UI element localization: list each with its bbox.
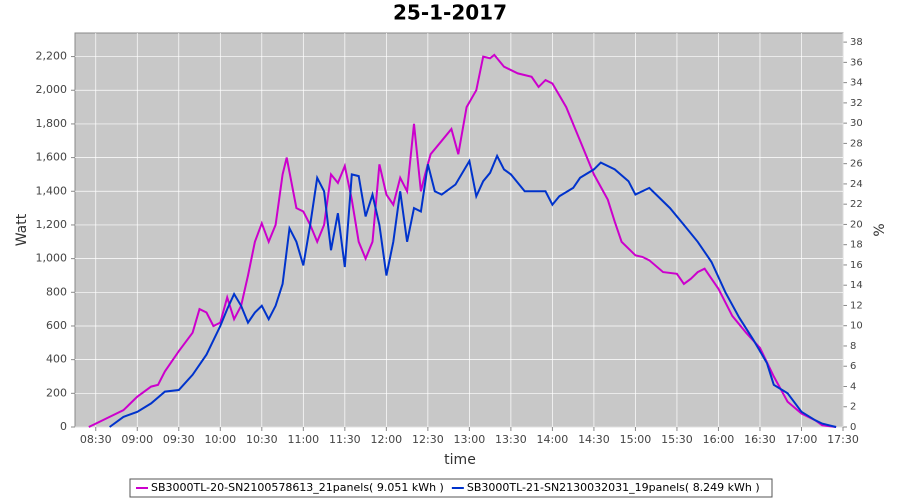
y2-tick-label: 36	[850, 57, 863, 68]
y2-tick-label: 14	[850, 280, 863, 291]
x-tick-label: 14:00	[537, 433, 569, 446]
y2-tick-label: 22	[850, 199, 863, 210]
y2-tick-label: 4	[850, 381, 856, 392]
y-tick-label: 0	[60, 420, 67, 433]
x-tick-label: 17:00	[786, 433, 818, 446]
y2-tick-label: 10	[850, 321, 863, 332]
x-tick-label: 16:00	[703, 433, 735, 446]
y2-tick-label: 26	[850, 159, 863, 170]
legend-label: SB3000TL-20-SN2100578613_21panels( 9.051…	[151, 481, 444, 494]
x-tick-label: 17:30	[827, 433, 859, 446]
y2-tick-label: 24	[850, 179, 863, 190]
x-tick-label: 12:00	[370, 433, 402, 446]
y-tick-label: 200	[46, 386, 67, 399]
x-tick-label: 14:30	[578, 433, 610, 446]
y2-tick-label: 12	[850, 300, 863, 311]
y-tick-label: 2,200	[36, 50, 68, 63]
x-tick-label: 11:30	[329, 433, 361, 446]
y2-tick-label: 20	[850, 219, 863, 230]
x-tick-label: 08:30	[80, 433, 112, 446]
x-tick-label: 11:00	[287, 433, 319, 446]
y2-axis-label: %	[872, 223, 888, 236]
x-tick-label: 12:30	[412, 433, 444, 446]
y-tick-label: 600	[46, 319, 67, 332]
y2-tick-label: 16	[850, 260, 863, 271]
x-tick-label: 13:00	[454, 433, 486, 446]
legend-box	[129, 478, 773, 498]
x-tick-label: 10:30	[246, 433, 278, 446]
y2-tick-label: 6	[850, 361, 856, 372]
x-tick-label: 09:30	[163, 433, 195, 446]
y-tick-label: 1,400	[36, 184, 68, 197]
x-tick-label: 16:30	[744, 433, 776, 446]
y-tick-label: 1,800	[36, 117, 68, 130]
chart-title: 25-1-2017	[393, 1, 507, 25]
y2-tick-label: 0	[850, 422, 856, 433]
y-axis-label: Watt	[14, 213, 30, 246]
plot-area	[74, 32, 844, 428]
y-tick-label: 400	[46, 353, 67, 366]
x-axis-label: time	[444, 452, 476, 468]
x-tick-label: 10:00	[204, 433, 236, 446]
y-tick-label: 2,000	[36, 83, 68, 96]
series-line	[109, 153, 837, 428]
y2-tick-label: 38	[850, 37, 863, 48]
y2-tick-label: 8	[850, 341, 856, 352]
y-tick-label: 800	[46, 285, 67, 298]
y-tick-label: 1,200	[36, 218, 68, 231]
y-tick-label: 1,000	[36, 252, 68, 265]
y2-tick-label: 30	[850, 118, 863, 129]
legend-label: SB3000TL-21-SN2130032031_19panels( 8.249…	[467, 481, 760, 494]
y2-tick-label: 34	[850, 78, 863, 89]
series-line	[88, 53, 837, 428]
y-tick-label: 1,600	[36, 151, 68, 164]
y2-tick-label: 18	[850, 240, 863, 251]
y2-tick-label: 2	[850, 402, 856, 413]
x-tick-label: 15:00	[620, 433, 652, 446]
y2-tick-label: 28	[850, 138, 863, 149]
x-tick-label: 09:00	[121, 433, 153, 446]
x-tick-label: 13:30	[495, 433, 527, 446]
y2-tick-label: 32	[850, 98, 863, 109]
x-tick-label: 15:30	[661, 433, 693, 446]
